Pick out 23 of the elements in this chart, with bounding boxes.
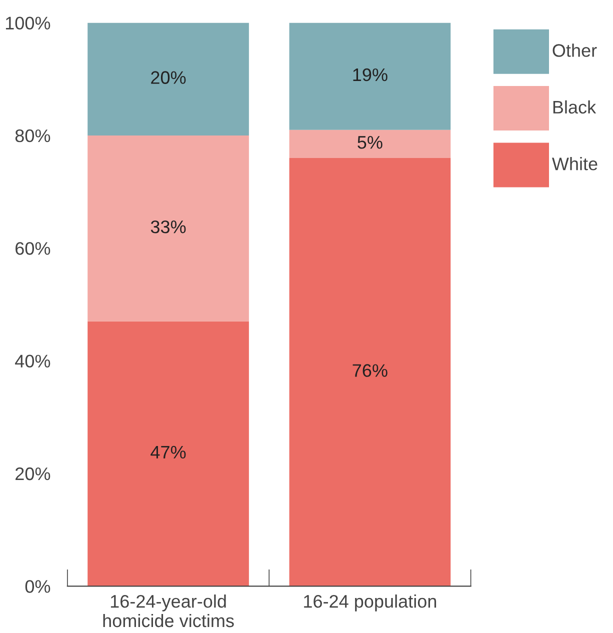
bar <box>289 158 451 586</box>
y-tick-label: 0% <box>25 580 50 593</box>
data-label: 76% <box>352 364 388 377</box>
bar <box>88 22 249 136</box>
legend-label: Other <box>552 44 597 57</box>
y-tick-label: 20% <box>16 467 50 480</box>
y-tick-label: 60% <box>16 242 50 255</box>
legend-label: White <box>552 157 598 170</box>
y-tick-label: 40% <box>15 354 50 368</box>
y-tick-label: 100% <box>6 16 50 30</box>
data-label: 47% <box>150 446 186 459</box>
y-tick-label: 80% <box>15 129 50 142</box>
legend-label: Black <box>553 100 596 114</box>
data-label: 20% <box>151 71 186 84</box>
bar <box>88 321 249 586</box>
x-tick-label: 16-24 population <box>304 594 436 612</box>
data-label: 5% <box>358 136 382 149</box>
bar <box>289 22 451 130</box>
bar <box>88 135 249 322</box>
data-label: 19% <box>353 68 388 82</box>
bar <box>289 130 451 158</box>
x-tick-label: 16-24-year-old homicide victims <box>103 594 234 628</box>
data-label: 33% <box>150 220 186 234</box>
